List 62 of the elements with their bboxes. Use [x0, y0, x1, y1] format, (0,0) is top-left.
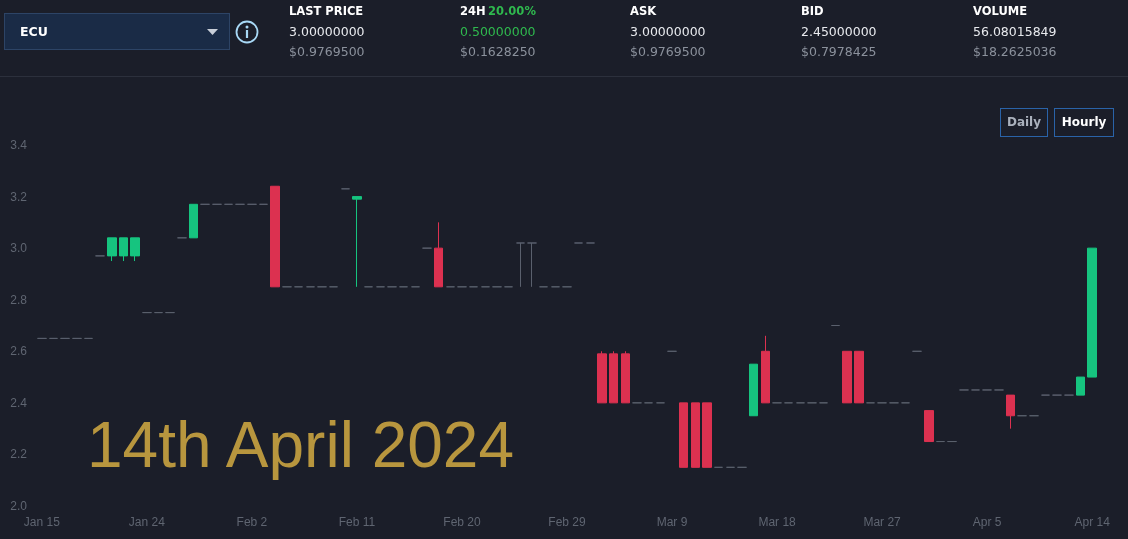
candlestick [761, 335, 770, 404]
candlestick [609, 350, 618, 404]
text: 2.45000000 [801, 24, 877, 40]
candlestick [1087, 247, 1097, 378]
toggle-button: Daily [1000, 108, 1048, 137]
x-tick-label: Feb 2 [236, 515, 268, 529]
y-tick-label: 3.2 [10, 189, 28, 204]
candlestick [352, 196, 362, 288]
candlestick [119, 237, 128, 262]
text: 3.00000000 [289, 24, 365, 40]
candlestick [691, 402, 700, 468]
text: 20.00% [488, 3, 536, 19]
candlestick [516, 242, 525, 288]
text: $0.1628250 [460, 44, 536, 60]
candlestick [270, 185, 280, 288]
candlestick [842, 350, 852, 404]
text: ASK [630, 3, 657, 19]
text: $0.9769500 [630, 44, 706, 60]
candlestick [1006, 394, 1015, 430]
x-tick-label: Feb 20 [443, 515, 481, 529]
y-tick-label: 3.4 [10, 138, 28, 152]
candlestick [854, 350, 864, 404]
x-tick-label: Apr 5 [972, 515, 1002, 529]
x-tick-label: Jan 24 [128, 515, 166, 529]
dropdown-field: ECU [4, 13, 230, 50]
candlestick [189, 203, 198, 239]
text: $0.9769500 [289, 44, 365, 60]
text: 0.50000000 [460, 24, 536, 40]
x-tick-label: Jan 15 [23, 515, 61, 529]
x-tick-label: Feb 11 [338, 515, 376, 529]
y-tick-label: 2.6 [10, 344, 28, 359]
candlestick [679, 402, 688, 468]
y-tick-label: 2.2 [10, 447, 28, 462]
text: $18.2625036 [973, 44, 1057, 60]
y-tick-label: 2.4 [10, 395, 28, 410]
x-tick-label: Mar 9 [656, 515, 688, 529]
candlestick [130, 237, 140, 262]
candlestick [107, 237, 117, 262]
x-tick-label: Mar 18 [758, 515, 797, 529]
candlestick [434, 221, 443, 288]
text: LAST PRICE [289, 3, 364, 19]
x-tick-label: Feb 29 [548, 515, 587, 529]
text: VOLUME [973, 3, 1028, 19]
candlestick [1076, 376, 1085, 396]
candlestick [597, 350, 607, 404]
candlestick [621, 350, 630, 404]
y-tick-label: 3.0 [10, 241, 28, 256]
x-tick-label: Mar 27 [863, 515, 902, 529]
text: 24H [460, 3, 486, 19]
text: BID [801, 3, 824, 19]
annotation: 14th April 2024 [87, 409, 514, 481]
candlestick [924, 410, 934, 443]
text: 3.00000000 [630, 24, 706, 40]
candlestick [749, 363, 758, 417]
text: 56.08015849 [973, 24, 1057, 40]
toggle-button: Hourly [1054, 108, 1114, 137]
y-tick-label: 2.0 [10, 499, 28, 513]
candlestick [702, 402, 712, 468]
text: $0.7978425 [801, 44, 877, 60]
y-tick-label: 2.8 [10, 292, 28, 307]
candlestick [527, 242, 537, 288]
x-tick-label: Apr 14 [1074, 515, 1111, 529]
